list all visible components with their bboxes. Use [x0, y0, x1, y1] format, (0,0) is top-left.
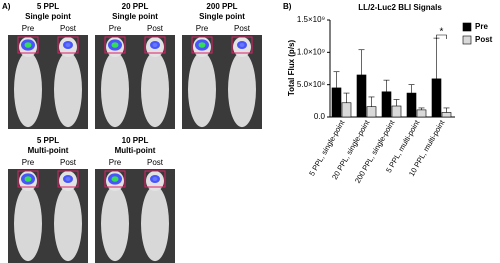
- roi-box: [191, 36, 213, 54]
- y-tick-label: 0.0: [314, 112, 326, 121]
- mouse-body: [101, 185, 129, 262]
- bar: [381, 91, 392, 118]
- signal-core: [111, 42, 119, 48]
- roi-box: [144, 170, 166, 188]
- y-tick-label: 5.0×10⁸: [297, 80, 325, 89]
- error-bar: [433, 37, 440, 79]
- mouse-body: [14, 185, 42, 262]
- mouse-body: [101, 51, 129, 128]
- mouse-body: [188, 51, 216, 128]
- post-label: Post: [60, 158, 77, 167]
- mouse-body: [54, 185, 82, 262]
- mouse-body: [54, 51, 82, 128]
- bar: [416, 109, 427, 118]
- roi-box: [57, 36, 79, 54]
- chart-title: LL/2-Luc2 BLI Signals: [358, 3, 442, 12]
- significance-bracket: [436, 34, 447, 39]
- error-bar: [443, 107, 450, 113]
- panel-subtitle: Single point: [112, 12, 158, 21]
- roi-box: [57, 170, 79, 188]
- roi-box: [17, 170, 39, 188]
- signal-core: [239, 43, 245, 47]
- legend-swatch: [462, 22, 472, 32]
- signal-core: [65, 177, 71, 181]
- y-tick-label: 1.0×10⁹: [297, 47, 325, 56]
- pre-label: Pre: [22, 24, 35, 33]
- bar: [366, 106, 377, 118]
- pre-label: Pre: [109, 24, 122, 33]
- post-label: Post: [234, 24, 251, 33]
- roi-box: [104, 36, 126, 54]
- error-bar: [408, 84, 415, 94]
- error-bar: [343, 92, 350, 103]
- error-bar: [333, 71, 340, 88]
- error-bar: [418, 107, 425, 110]
- post-label: Post: [147, 158, 164, 167]
- panel-title: 20 PPL: [122, 2, 149, 11]
- bar: [441, 112, 452, 118]
- signal-core: [111, 176, 119, 182]
- pre-label: Pre: [109, 158, 122, 167]
- panel-title: 200 PPL: [206, 2, 237, 11]
- roi-box: [104, 170, 126, 188]
- signal-core: [24, 42, 32, 48]
- signal-core: [152, 177, 158, 181]
- panel-title: 5 PPL: [37, 136, 59, 145]
- panel-title: 5 PPL: [37, 2, 59, 11]
- panel-subtitle: Single point: [25, 12, 71, 21]
- post-label: Post: [60, 24, 77, 33]
- y-tick-label: 1.5×10⁹: [297, 15, 325, 24]
- pre-label: Pre: [196, 24, 209, 33]
- bar: [406, 92, 417, 118]
- signal-core: [198, 42, 206, 48]
- panel-subtitle: Multi-point: [28, 146, 69, 155]
- legend-swatch: [462, 35, 472, 45]
- bar: [431, 78, 442, 118]
- post-label: Post: [147, 24, 164, 33]
- y-axis-label: Total Flux (p/s): [287, 40, 296, 97]
- mouse-body: [141, 51, 169, 128]
- panel-label: B): [283, 2, 292, 11]
- mouse-body: [228, 51, 256, 128]
- mouse-body: [14, 51, 42, 128]
- signal-core: [65, 43, 71, 47]
- error-bar: [368, 96, 375, 107]
- bar: [331, 87, 342, 118]
- bar: [341, 102, 352, 118]
- annotation: *: [440, 27, 444, 38]
- legend-label: Pre: [475, 22, 488, 31]
- error-bar: [358, 49, 365, 75]
- roi-box: [144, 36, 166, 54]
- bar: [356, 74, 367, 118]
- roi-box: [231, 36, 253, 54]
- mouse-body: [141, 185, 169, 262]
- roi-box: [17, 36, 39, 54]
- signal-core: [24, 176, 32, 182]
- panel-title: 10 PPL: [122, 136, 149, 145]
- error-bar: [383, 79, 390, 92]
- legend-label: Post: [475, 35, 493, 44]
- panel-subtitle: Single point: [199, 12, 245, 21]
- panel-label: A): [2, 2, 11, 11]
- signal-core: [152, 43, 158, 47]
- error-bar: [393, 99, 400, 107]
- panel-subtitle: Multi-point: [115, 146, 156, 155]
- bar: [391, 105, 402, 118]
- pre-label: Pre: [22, 158, 35, 167]
